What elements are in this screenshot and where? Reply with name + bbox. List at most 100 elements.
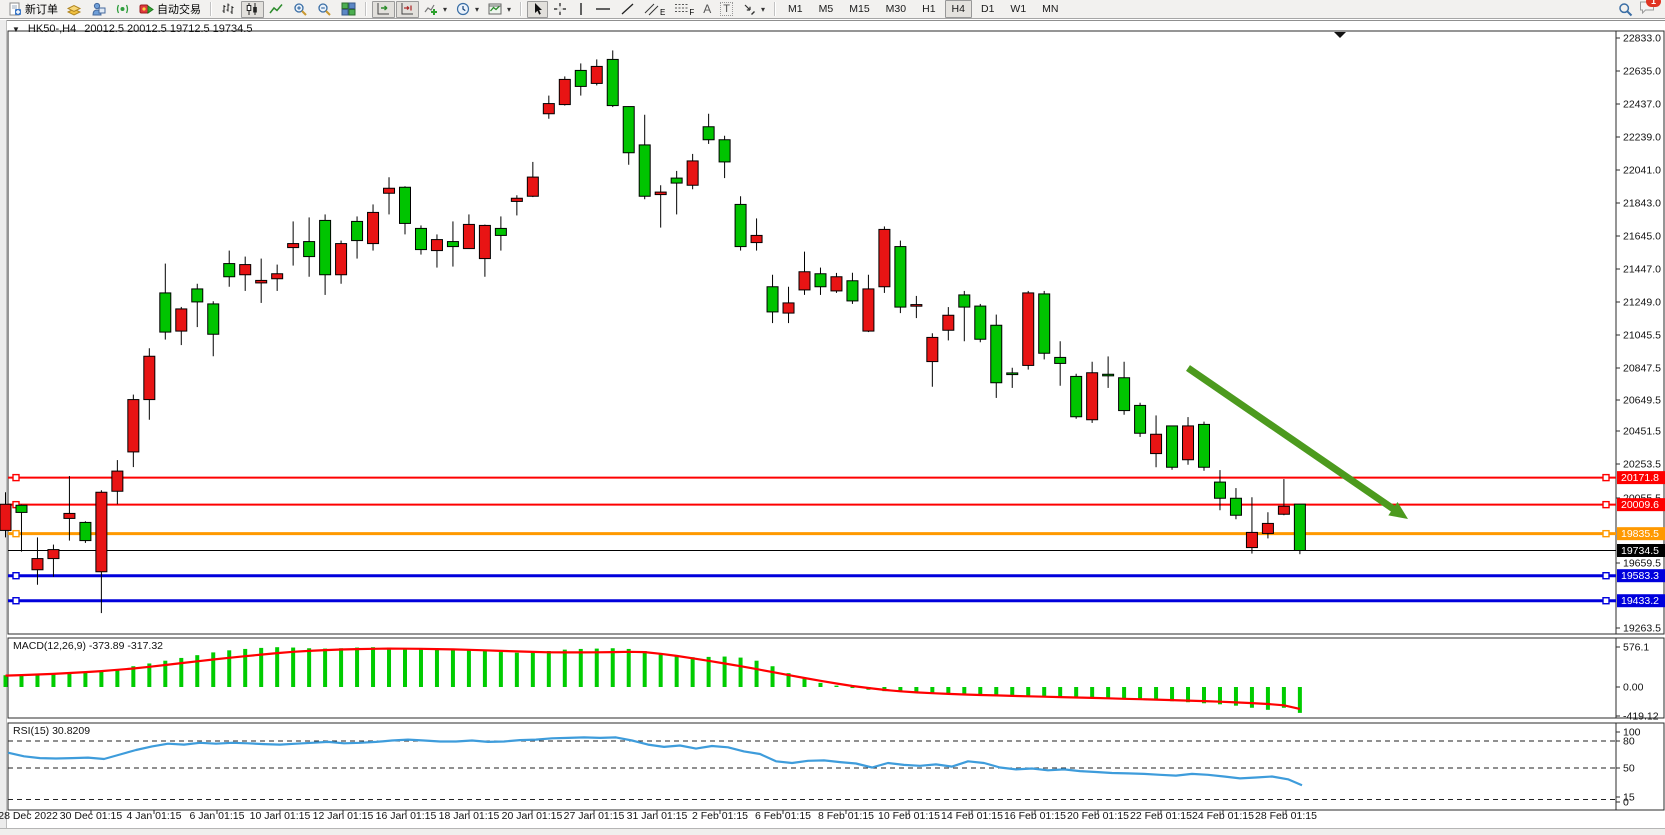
- macd-histogram-bar: [371, 647, 376, 687]
- candle-body: [31, 558, 44, 571]
- notifications-button[interactable]: 1: [1639, 0, 1661, 19]
- price-tag-20171.8: [1617, 471, 1665, 485]
- auto-scroll-button[interactable]: [372, 0, 395, 18]
- timeframe-H1[interactable]: H1: [922, 3, 936, 15]
- candle-body: [494, 227, 507, 236]
- market-watch-button[interactable]: [63, 1, 86, 18]
- timeframe-M30[interactable]: M30: [885, 3, 907, 15]
- crosshair-tool-button[interactable]: [549, 1, 571, 18]
- date-axis-label: 28 Dec 2022: [0, 810, 58, 822]
- candle-body: [1229, 497, 1242, 516]
- hline-handle-19433.2[interactable]: [12, 597, 20, 605]
- candle-chart-button[interactable]: [241, 0, 264, 18]
- date-axis-label: 16 Feb 01:15: [1004, 810, 1066, 822]
- timeframe-MN[interactable]: MN: [1042, 3, 1059, 15]
- date-axis-label: 16 Jan 01:15: [376, 810, 437, 822]
- new-order-button[interactable]: 新订单: [4, 1, 62, 18]
- clock-icon: [456, 2, 470, 16]
- hline-handle-20009.6[interactable]: [1602, 500, 1610, 509]
- auto-trading-button[interactable]: 自动交易: [135, 1, 205, 18]
- price-axis-label: 20451.5: [1623, 426, 1661, 438]
- signal-icon: [116, 4, 129, 14]
- chart-shift-icon: [401, 3, 413, 15]
- channel-glyph: E: [660, 7, 666, 17]
- candle-body: [95, 491, 108, 573]
- chart-dropdown-icon[interactable]: ▼: [12, 24, 20, 34]
- chart-header: ▼ HK50-,H4 20012.5 20012.5 19712.5 19734…: [12, 23, 252, 35]
- trend-arrow-head[interactable]: [1388, 501, 1408, 519]
- trendline-icon: [621, 3, 634, 15]
- candle-body: [1054, 356, 1067, 364]
- trend-arrow-line[interactable]: [1186, 365, 1402, 517]
- price-tag-text: 19835.5: [1621, 528, 1659, 540]
- macd-histogram-bar: [83, 672, 88, 687]
- hline-handle-20171.8[interactable]: [12, 473, 20, 482]
- macd-histogram-bar: [67, 673, 72, 687]
- trendline-tool-button[interactable]: [616, 1, 639, 18]
- hline-handle-19433.2[interactable]: [1602, 597, 1610, 605]
- templates-button[interactable]: ▾: [484, 1, 515, 18]
- data-window-button[interactable]: [87, 1, 110, 18]
- price-axis-label: 21447.0: [1623, 264, 1661, 276]
- timeframe-D1[interactable]: D1: [980, 3, 995, 15]
- timeframe-M15[interactable]: M15: [849, 3, 870, 15]
- macd-histogram-bar: [131, 666, 136, 687]
- fibonacci-tool-button[interactable]: F: [670, 1, 698, 18]
- date-axis-label: 18 Jan 01:15: [439, 810, 500, 822]
- channel-tool-button[interactable]: E: [640, 1, 669, 18]
- candle-body: [111, 470, 124, 492]
- timeframe-H4[interactable]: H4: [944, 0, 972, 18]
- cursor-tool-button[interactable]: [527, 0, 549, 18]
- timeframe-M5[interactable]: M5: [818, 3, 834, 15]
- chevron-down-icon: ▾: [443, 4, 448, 14]
- macd-histogram-bar: [195, 655, 200, 687]
- chart-shift-marker[interactable]: [1334, 32, 1346, 38]
- hline-handle-20171.8[interactable]: [1602, 473, 1610, 482]
- tile-windows-button[interactable]: [337, 1, 360, 18]
- macd-histogram-bar: [179, 657, 184, 687]
- macd-histogram-bar: [1042, 687, 1047, 697]
- hline-handle-19583.3[interactable]: [12, 572, 20, 580]
- rsi-panel-frame: [7, 722, 1665, 811]
- hline-handle-19835.5[interactable]: [12, 529, 20, 538]
- candle-body: [383, 187, 396, 194]
- text-label-tool-button[interactable]: T: [716, 1, 737, 18]
- vertical-line-tool-button[interactable]: [572, 1, 590, 18]
- zoom-in-button[interactable]: [289, 1, 312, 18]
- macd-histogram-bar: [498, 652, 503, 687]
- arrows-tool-button[interactable]: ▾: [738, 1, 769, 18]
- date-axis-label: 12 Jan 01:15: [313, 810, 374, 822]
- timeframe-W1[interactable]: W1: [1010, 3, 1027, 15]
- search-icon[interactable]: [1618, 2, 1633, 17]
- candle-body: [223, 263, 236, 278]
- text-tool-button[interactable]: A: [699, 1, 715, 18]
- price-axis-label: 20847.5: [1623, 363, 1661, 375]
- macd-axis-label: -419.12: [1623, 711, 1659, 723]
- macd-histogram-bar: [594, 648, 599, 687]
- hline-handle-19583.3[interactable]: [1602, 572, 1610, 580]
- candle-body: [942, 314, 955, 331]
- timeframe-M1[interactable]: M1: [788, 3, 803, 15]
- candle-body: [718, 139, 731, 163]
- macd-histogram-bar: [1217, 687, 1222, 705]
- indicators-button[interactable]: ▾: [420, 1, 451, 18]
- candle-body: [1245, 531, 1258, 549]
- price-axis-label: 22833.0: [1623, 33, 1661, 45]
- macd-histogram-bar: [291, 647, 296, 687]
- hline-handle-19835.5[interactable]: [1602, 529, 1610, 538]
- navigator-button[interactable]: [111, 1, 134, 18]
- bar-chart-button[interactable]: [217, 1, 240, 18]
- horizontal-line-tool-button[interactable]: [591, 1, 615, 18]
- price-axis-label: 19659.5: [1623, 558, 1661, 570]
- periods-button[interactable]: ▾: [452, 1, 483, 18]
- chart-shift-button[interactable]: [396, 0, 419, 18]
- macd-histogram-bar: [1249, 687, 1254, 708]
- candle-body: [782, 302, 795, 314]
- date-axis-label: 4 Jan 01:15: [127, 810, 182, 822]
- macd-histogram-bar: [578, 648, 583, 687]
- add-indicator-icon: [424, 4, 437, 15]
- line-chart-button[interactable]: [265, 1, 288, 18]
- price-tag-19734.5: [1617, 544, 1665, 557]
- zoom-out-button[interactable]: [313, 1, 336, 18]
